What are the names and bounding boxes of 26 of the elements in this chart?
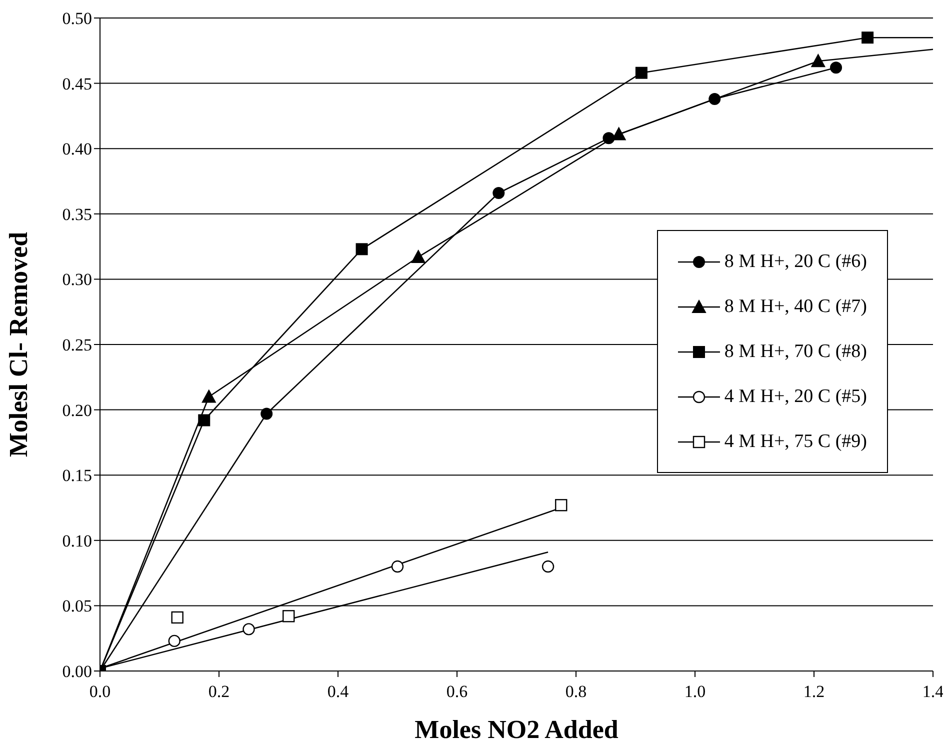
x-tick-label: 0.2 bbox=[208, 682, 230, 702]
y-tick-label: 0.50 bbox=[62, 9, 92, 28]
x-tick-label: 0.4 bbox=[327, 682, 350, 702]
y-tick-label: 0.35 bbox=[62, 204, 92, 224]
y-tick-label: 0.00 bbox=[62, 662, 92, 682]
legend-label: 8 M H+, 70 C (#8) bbox=[724, 340, 867, 362]
y-tick-label: 0.25 bbox=[62, 336, 92, 355]
y-tick-label: 0.05 bbox=[62, 596, 92, 616]
y-tick-label: 0.15 bbox=[62, 466, 92, 486]
x-tick-label: 1.4 bbox=[922, 682, 944, 702]
legend-label: 4 M H+, 75 C (#9) bbox=[724, 430, 867, 452]
legend-label: 8 M H+, 40 C (#7) bbox=[724, 296, 867, 318]
legend-label: 8 M H+, 20 C (#6) bbox=[724, 250, 867, 272]
y-tick-label: 0.30 bbox=[62, 270, 92, 290]
y-axis-title: Molesl Cl- Removed bbox=[4, 231, 34, 458]
x-axis-title: Moles NO2 Added bbox=[414, 715, 619, 744]
x-tick-label: 0.6 bbox=[446, 682, 468, 702]
x-tick-label: 1.0 bbox=[684, 682, 706, 702]
y-tick-label: 0.45 bbox=[62, 74, 92, 94]
x-tick-label: 0.0 bbox=[89, 682, 111, 702]
x-tick-label: 0.8 bbox=[565, 682, 587, 702]
y-tick-label: 0.10 bbox=[62, 531, 92, 550]
y-tick-label: 0.40 bbox=[62, 140, 92, 159]
y-tick-label: 0.20 bbox=[62, 400, 92, 420]
legend-label: 4 M H+, 20 C (#5) bbox=[724, 386, 867, 408]
x-tick-label: 1.2 bbox=[803, 682, 825, 702]
